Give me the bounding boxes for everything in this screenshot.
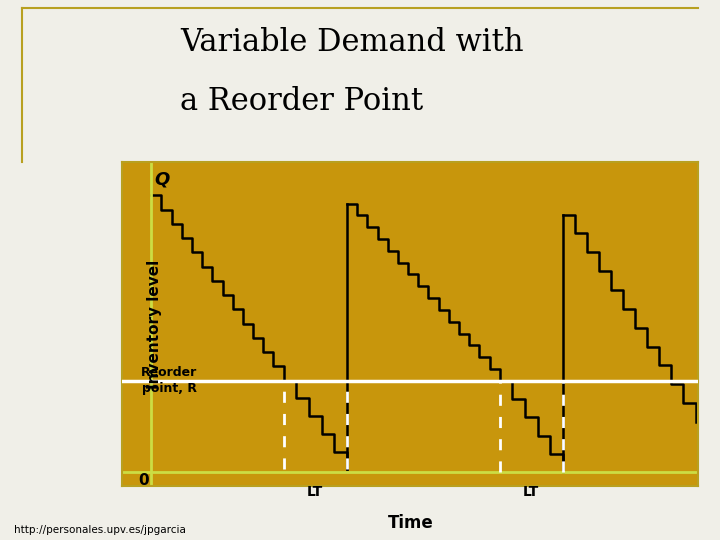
Text: LT: LT (523, 485, 539, 500)
Text: Q: Q (154, 170, 169, 188)
Text: LT: LT (307, 485, 323, 500)
Text: Time: Time (387, 514, 433, 531)
Text: a Reorder Point: a Reorder Point (180, 86, 423, 117)
Text: Reorder
point, R: Reorder point, R (141, 366, 197, 395)
Text: 0: 0 (138, 472, 149, 488)
Text: Variable Demand with: Variable Demand with (180, 27, 523, 58)
Text: Inventory level: Inventory level (147, 259, 161, 389)
Text: http://personales.upv.es/jpgarcia: http://personales.upv.es/jpgarcia (14, 524, 186, 535)
